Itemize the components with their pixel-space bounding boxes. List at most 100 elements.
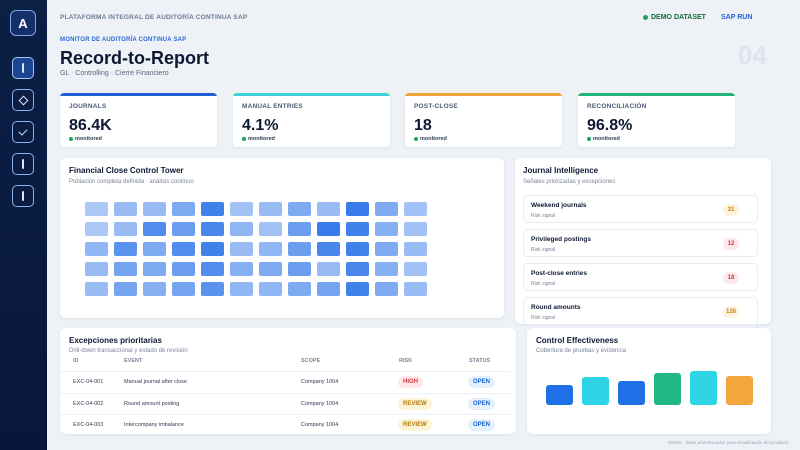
heatmap-cell[interactable] bbox=[259, 262, 282, 276]
signal-name: Round amounts bbox=[531, 304, 581, 311]
nav-item-reports[interactable] bbox=[12, 153, 34, 175]
table-row[interactable]: EXC-04-003 Intercompany imbalance Compan… bbox=[60, 414, 510, 435]
nav-item-controls[interactable] bbox=[12, 89, 34, 111]
heatmap-cell[interactable] bbox=[143, 282, 166, 296]
heatmap-cell[interactable] bbox=[404, 202, 427, 216]
heatmap-cell[interactable] bbox=[230, 202, 253, 216]
table-row[interactable]: EXC-04-002 Round amount posting Company … bbox=[60, 393, 510, 414]
journal-signal-card[interactable]: Post-close entries Risk signal 18 bbox=[523, 263, 758, 291]
heatmap-cell[interactable] bbox=[288, 202, 311, 216]
nav-item-dashboard[interactable] bbox=[12, 57, 34, 79]
platform-label: PLATAFORMA INTEGRAL DE AUDITORÍA CONTINU… bbox=[60, 14, 248, 21]
effectiveness-bar[interactable] bbox=[690, 371, 717, 405]
journal-signal-card[interactable]: Privileged postings Risk signal 12 bbox=[523, 229, 758, 257]
heatmap-cell[interactable] bbox=[404, 262, 427, 276]
effectiveness-bar[interactable] bbox=[654, 373, 681, 405]
heatmap-cell[interactable] bbox=[317, 222, 340, 236]
heatmap-cell[interactable] bbox=[259, 222, 282, 236]
heatmap-cell[interactable] bbox=[404, 282, 427, 296]
heatmap-cell[interactable] bbox=[404, 242, 427, 256]
heatmap-cell[interactable] bbox=[85, 202, 108, 216]
heatmap-cell[interactable] bbox=[317, 262, 340, 276]
heatmap-cell[interactable] bbox=[346, 262, 369, 276]
heatmap-cell[interactable] bbox=[143, 222, 166, 236]
effectiveness-bar[interactable] bbox=[582, 377, 609, 405]
column-header-status[interactable]: STATUS bbox=[469, 358, 491, 364]
heatmap-cell[interactable] bbox=[201, 202, 224, 216]
journal-signal-card[interactable]: Weekend journals Risk signal 31 bbox=[523, 195, 758, 223]
heatmap-cell[interactable] bbox=[317, 242, 340, 256]
heatmap-cell[interactable] bbox=[375, 282, 398, 296]
column-header-scope[interactable]: SCOPE bbox=[301, 358, 321, 364]
heatmap-cell[interactable] bbox=[346, 282, 369, 296]
kpi-status-label: monitored bbox=[593, 136, 620, 142]
kpi-card-reconciliacion[interactable]: RECONCILIACIÓN 96.8% monitored bbox=[578, 93, 735, 147]
heatmap-cell[interactable] bbox=[375, 202, 398, 216]
table-row[interactable]: EXC-04-001 Manual journal after close Co… bbox=[60, 371, 510, 392]
heatmap-cell[interactable] bbox=[230, 242, 253, 256]
heatmap-cell[interactable] bbox=[85, 282, 108, 296]
column-header-risk[interactable]: RISK bbox=[399, 358, 413, 364]
page-subtitle: GL · Controlling · Cierre Financiero bbox=[60, 70, 169, 77]
heatmap-cell[interactable] bbox=[85, 222, 108, 236]
heatmap-cell[interactable] bbox=[346, 242, 369, 256]
heatmap-cell[interactable] bbox=[375, 222, 398, 236]
heatmap-cell[interactable] bbox=[143, 262, 166, 276]
heatmap-cell[interactable] bbox=[346, 222, 369, 236]
effectiveness-bar[interactable] bbox=[726, 376, 753, 405]
journal-signal-card[interactable]: Round amounts Risk signal 126 bbox=[523, 297, 758, 325]
diamond-icon bbox=[18, 95, 28, 105]
kpi-value: 96.8% bbox=[587, 117, 633, 134]
heatmap-cell[interactable] bbox=[172, 202, 195, 216]
heatmap-cell[interactable] bbox=[375, 242, 398, 256]
column-header-event[interactable]: EVENT bbox=[124, 358, 143, 364]
heatmap-cell[interactable] bbox=[114, 242, 137, 256]
heatmap-cell[interactable] bbox=[172, 262, 195, 276]
control-effectiveness-subtitle: Cobertura de pruebas y evidencia bbox=[536, 348, 627, 354]
heatmap-cell[interactable] bbox=[259, 282, 282, 296]
heatmap-cell[interactable] bbox=[114, 262, 137, 276]
kpi-card-post-close[interactable]: POST-CLOSE 18 monitored bbox=[405, 93, 562, 147]
heatmap-cell[interactable] bbox=[230, 222, 253, 236]
heatmap-cell[interactable] bbox=[114, 282, 137, 296]
heatmap-cell[interactable] bbox=[288, 242, 311, 256]
heatmap-cell[interactable] bbox=[259, 202, 282, 216]
heatmap-cell[interactable] bbox=[172, 222, 195, 236]
heatmap-cell[interactable] bbox=[201, 242, 224, 256]
heatmap-cell[interactable] bbox=[404, 222, 427, 236]
kpi-card-manual-entries[interactable]: MANUAL ENTRIES 4.1% monitored bbox=[233, 93, 390, 147]
heatmap-cell[interactable] bbox=[85, 242, 108, 256]
heatmap-cell[interactable] bbox=[288, 282, 311, 296]
kpi-card-journals[interactable]: JOURNALS 86.4K monitored bbox=[60, 93, 217, 147]
heatmap-cell[interactable] bbox=[317, 282, 340, 296]
nav-item-settings[interactable] bbox=[12, 185, 34, 207]
heatmap-cell[interactable] bbox=[375, 262, 398, 276]
demo-dataset-indicator[interactable]: DEMO DATASET bbox=[643, 14, 706, 21]
sap-run-link[interactable]: SAP RUN bbox=[721, 14, 753, 21]
heatmap-cell[interactable] bbox=[172, 242, 195, 256]
heatmap-cell[interactable] bbox=[143, 242, 166, 256]
status-badge: OPEN bbox=[468, 419, 496, 431]
app-logo[interactable]: A bbox=[10, 10, 36, 36]
heatmap-cell[interactable] bbox=[201, 222, 224, 236]
heatmap-cell[interactable] bbox=[143, 202, 166, 216]
column-header-id[interactable]: ID bbox=[73, 358, 79, 364]
nav-item-review[interactable] bbox=[12, 121, 34, 143]
heatmap-cell[interactable] bbox=[172, 282, 195, 296]
heatmap-cell[interactable] bbox=[201, 282, 224, 296]
heatmap-cell[interactable] bbox=[346, 202, 369, 216]
heatmap-cell[interactable] bbox=[230, 262, 253, 276]
heatmap-cell[interactable] bbox=[201, 262, 224, 276]
heatmap-cell[interactable] bbox=[288, 262, 311, 276]
journal-intelligence-title: Journal Intelligence bbox=[523, 166, 599, 175]
heatmap-cell[interactable] bbox=[114, 222, 137, 236]
kpi-status-label: monitored bbox=[75, 136, 102, 142]
heatmap-cell[interactable] bbox=[114, 202, 137, 216]
effectiveness-bar[interactable] bbox=[618, 381, 645, 405]
heatmap-cell[interactable] bbox=[85, 262, 108, 276]
heatmap-cell[interactable] bbox=[259, 242, 282, 256]
heatmap-cell[interactable] bbox=[317, 202, 340, 216]
effectiveness-bar[interactable] bbox=[546, 385, 573, 405]
heatmap-cell[interactable] bbox=[288, 222, 311, 236]
heatmap-cell[interactable] bbox=[230, 282, 253, 296]
